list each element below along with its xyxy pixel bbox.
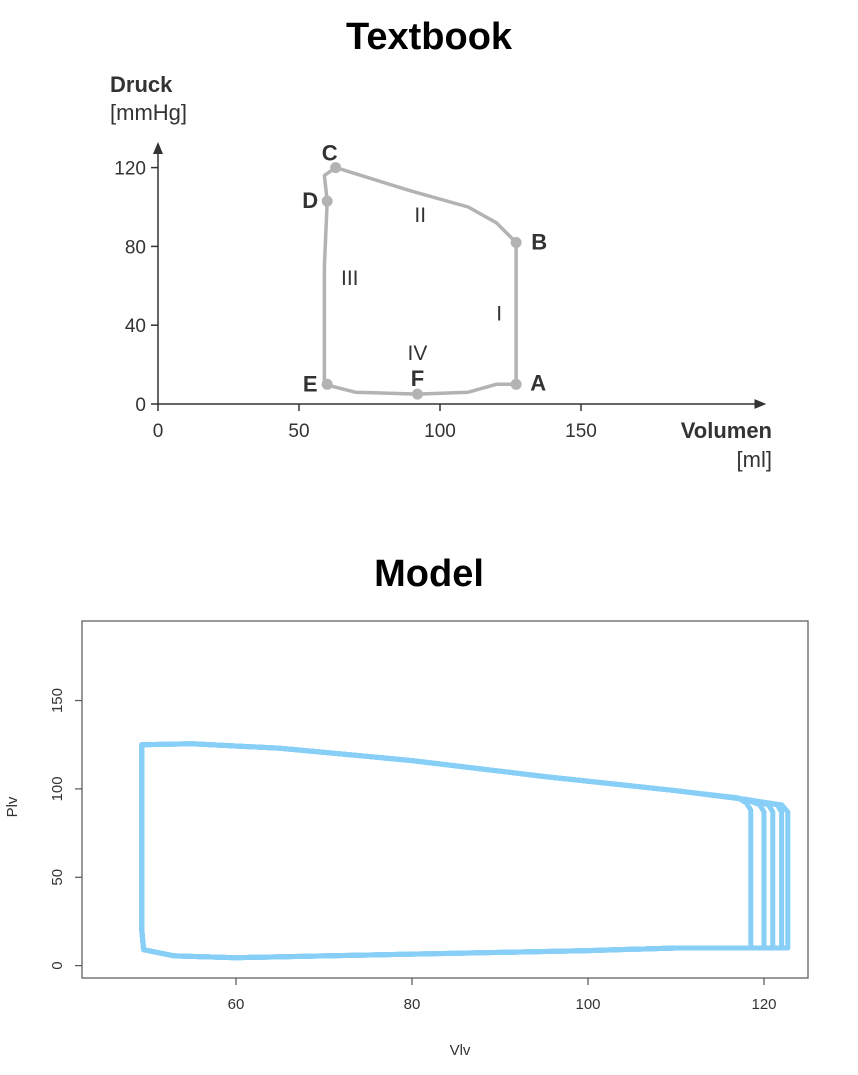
textbook-x-tick-label: 150	[565, 421, 597, 442]
textbook-y-tick-label: 40	[125, 316, 146, 337]
textbook-y-tick-label: 80	[125, 237, 146, 258]
model-y-axis-label: Plv	[4, 796, 21, 817]
textbook-y-tick-label: 120	[114, 159, 146, 180]
model-y-tick-label: 150	[49, 688, 66, 713]
textbook-point-label-a: A	[530, 370, 546, 395]
textbook-point-b	[510, 236, 522, 248]
model-series-line-3	[139, 741, 776, 961]
textbook-points: A B CD E F	[302, 141, 547, 400]
textbook-point-e	[321, 378, 333, 390]
textbook-point-label-c: C	[322, 141, 338, 166]
textbook-point-label-d: D	[302, 188, 318, 213]
textbook-y-tick-label: 0	[135, 395, 146, 416]
model-series	[139, 741, 791, 961]
model-series-line-1	[139, 741, 754, 961]
model-x-tick-label: 100	[575, 996, 600, 1013]
model-y-tick-label: 0	[49, 961, 66, 969]
textbook-phase-label-ii: II	[414, 204, 426, 227]
model-y-tick-label: 100	[49, 776, 66, 801]
model-title: Model	[374, 553, 484, 595]
textbook-pv-loop	[322, 165, 518, 396]
textbook-x-axis-label: Volumen	[681, 418, 772, 443]
model-chart: 60 80 100 120 0 50 100 150 Vlv Plv	[4, 620, 809, 1059]
textbook-x-tick-label: 0	[153, 421, 164, 442]
model-x-tick-label: 80	[404, 996, 421, 1013]
textbook-y-axis-unit: [mmHg]	[110, 100, 187, 125]
textbook-point-a	[510, 378, 522, 390]
textbook-title: Textbook	[345, 16, 513, 58]
model-x-tick-label: 120	[751, 996, 776, 1013]
textbook-point-c	[330, 162, 342, 174]
textbook-x-tick-label: 50	[288, 421, 309, 442]
textbook-point-f	[411, 388, 423, 400]
textbook-point-label-f: F	[411, 366, 424, 391]
textbook-x-tick-label: 100	[424, 421, 456, 442]
model-x-axis-label: Vlv	[450, 1042, 471, 1059]
textbook-point-label-e: E	[303, 371, 318, 396]
textbook-ticks: 0 50 100 150 0 40 80 120	[114, 159, 597, 442]
model-series-line-5	[139, 741, 791, 961]
model-x-tick-label: 60	[228, 996, 245, 1013]
textbook-axes	[153, 141, 767, 409]
textbook-phase-label-iii: III	[341, 267, 359, 290]
model-ticks: 60 80 100 120 0 50 100 150	[49, 688, 777, 1013]
textbook-y-axis-label: Druck	[110, 72, 173, 97]
textbook-point-label-b: B	[531, 229, 547, 254]
model-y-tick-label: 50	[49, 869, 66, 886]
textbook-phase-label-i: I	[496, 302, 502, 325]
textbook-x-axis-unit: [ml]	[737, 447, 772, 472]
model-series-line-4	[139, 741, 785, 961]
textbook-point-d	[321, 195, 333, 207]
textbook-phase-label-iv: IV	[408, 342, 428, 365]
model-series-line-2	[139, 741, 767, 961]
model-plot-frame	[81, 620, 809, 979]
